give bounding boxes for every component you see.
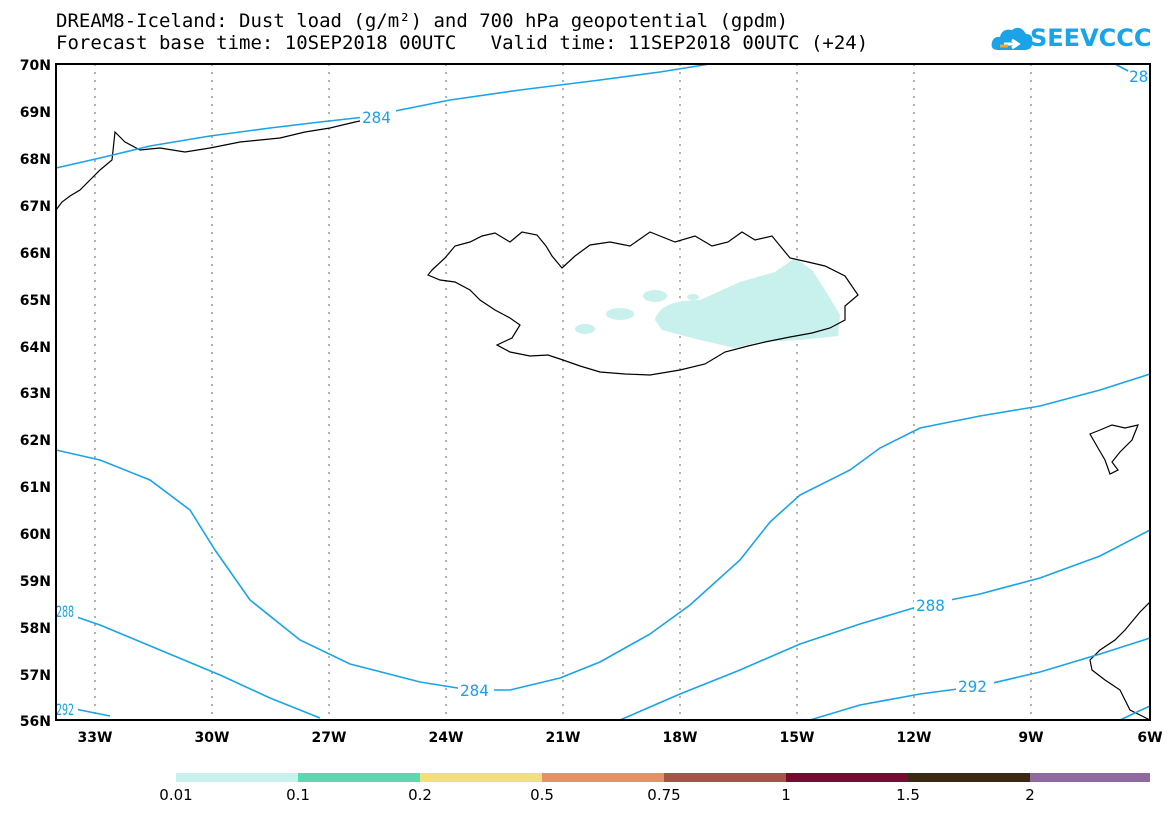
lon-label: 6W [1137,730,1162,746]
contour-label: 288 [916,596,945,615]
lat-label: 63N [20,386,51,402]
contour-288-east [619,529,1151,721]
geopotential-contours [55,63,1151,721]
iceland-coast [427,231,859,376]
lat-label: 58N [20,621,51,637]
lon-label: 18W [663,730,698,746]
legend-swatch [420,773,542,782]
lon-axis: 33W 30W 27W 24W 21W 18W 15W 12W 9W 6W [78,730,1163,746]
lat-label: 65N [20,293,51,309]
contour-label: 292 [56,700,74,719]
lat-label: 66N [20,246,51,262]
lon-label: 15W [780,730,815,746]
contour-label: 28 [1129,67,1148,86]
faroe-coast [1089,424,1139,475]
lon-label: 30W [195,730,230,746]
map-frame [55,63,1151,721]
lat-label: 56N [20,714,51,730]
lon-label: 27W [312,730,347,746]
lat-label: 60N [20,527,51,543]
lat-axis: 70N 69N 68N 67N 66N 65N 64N 63N 62N 61N … [20,58,51,730]
lon-gridlines [94,64,1032,720]
legend-label: 2 [1025,786,1035,804]
legend-label: 0.01 [159,786,193,804]
scotland-coast [1089,600,1151,721]
lat-label: 70N [20,58,51,74]
lat-label: 67N [20,199,51,215]
lat-label: 57N [20,668,51,684]
seevccc-logo: SEEVCCC [1030,24,1152,52]
contour-label: 284 [460,681,489,700]
dust-load-area [575,258,840,348]
legend-label: 1 [781,786,791,804]
legend-label: 0.1 [286,786,310,804]
map-title-line2: Forecast base time: 10SEP2018 00UTC Vali… [56,32,869,54]
legend-label: 0.5 [530,786,554,804]
contour-292-east2 [1119,705,1151,721]
lon-label: 9W [1018,730,1043,746]
legend-swatch [1030,773,1150,782]
lon-label: 21W [546,730,581,746]
lat-label: 64N [20,340,51,356]
cloud-icon [991,27,1033,50]
contour-288-west [55,609,321,719]
lat-label: 62N [20,433,51,449]
contour-label-group: 284 284 288 288 292 292 28 [56,67,1150,719]
lon-label: 12W [897,730,932,746]
lon-label: 24W [429,730,464,746]
contour-label: 288 [56,602,74,621]
legend-swatch [176,773,298,782]
legend-swatch [664,773,786,782]
legend-swatch [298,773,420,782]
greenland-coast [55,117,376,211]
legend-label: 0.2 [408,786,432,804]
lat-label: 68N [20,152,51,168]
lat-label: 69N [20,105,51,121]
legend-swatch [786,773,908,782]
lon-label: 33W [78,730,113,746]
contour-284-south [55,373,1151,691]
coastlines [55,117,1151,721]
legend-label: 0.75 [647,786,681,804]
lat-label: 61N [20,480,51,496]
legend-label: 1.5 [896,786,920,804]
map-title-line1: DREAM8-Iceland: Dust load (g/m²) and 700… [56,10,789,32]
contour-label: 292 [958,677,987,696]
contour-label: 284 [362,108,391,127]
legend-swatch [908,773,1030,782]
legend-swatch [542,773,664,782]
lat-label: 59N [20,574,51,590]
